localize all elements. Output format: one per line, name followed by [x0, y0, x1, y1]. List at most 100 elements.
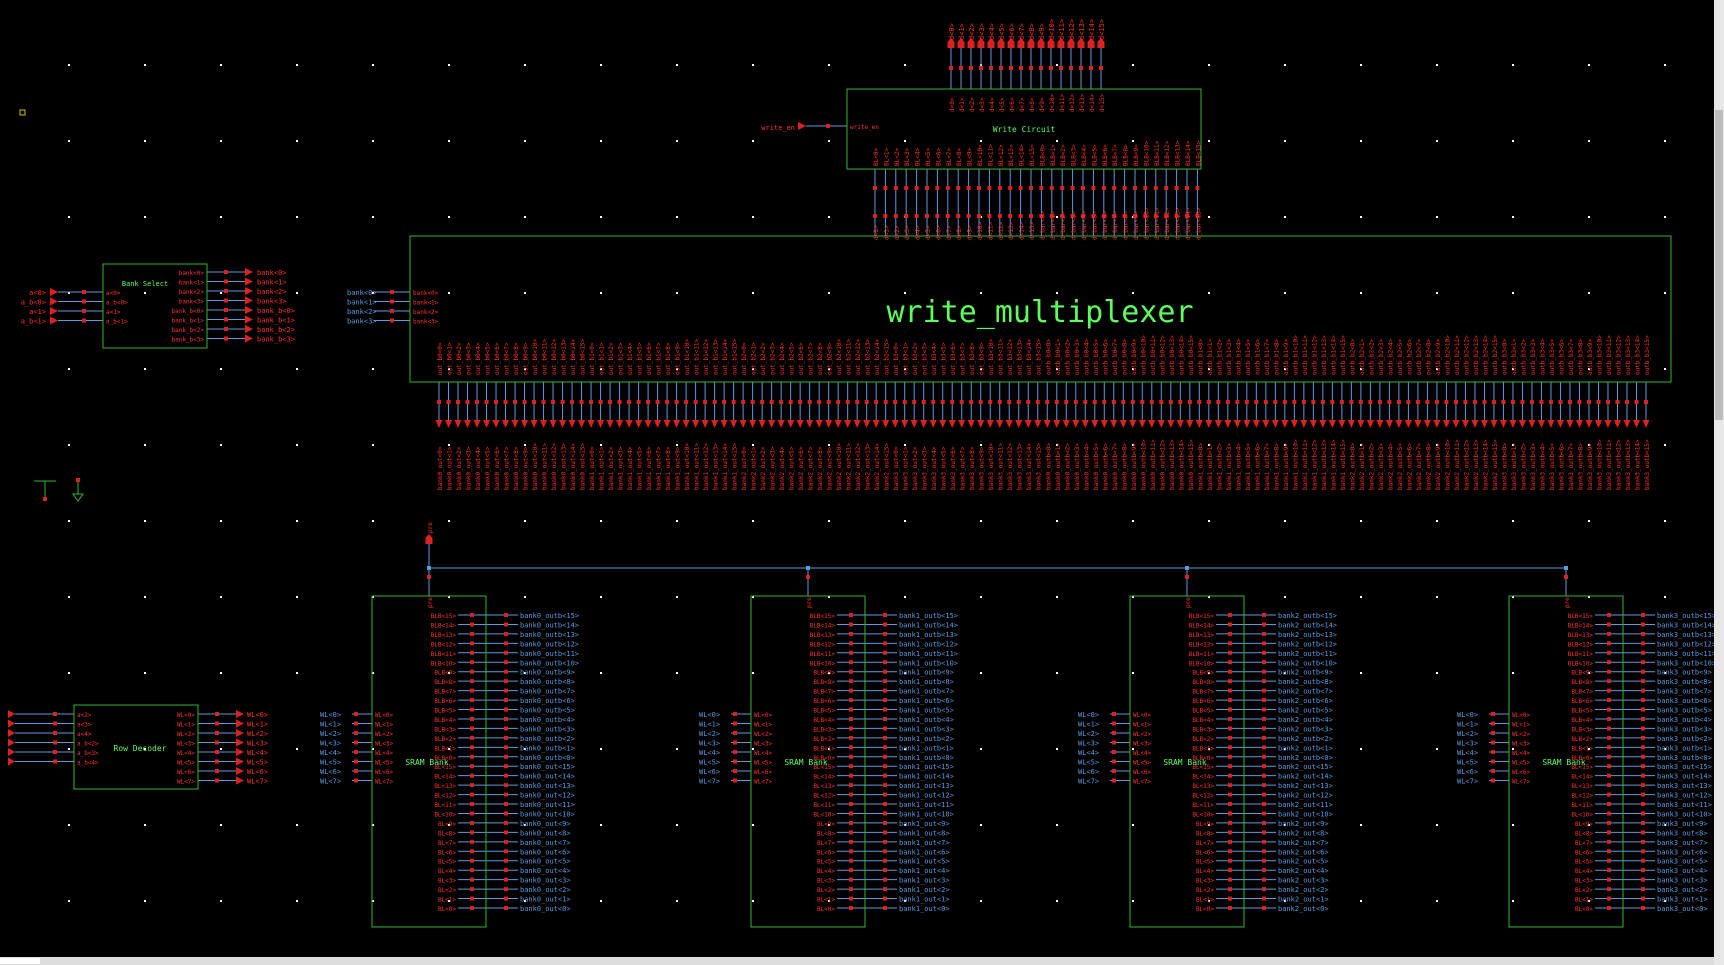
sram-bank-box[interactable] — [1129, 595, 1245, 928]
sram-bank-box[interactable] — [1508, 595, 1624, 928]
grid-dot — [1512, 596, 1514, 598]
sram-bank-wl-port-label: WL<3> — [1133, 741, 1151, 748]
sram-bank-bl-port-label: BLB<9> — [434, 670, 456, 677]
write-multiplexer-out-pin-icon — [844, 420, 852, 428]
grid-dot — [1436, 368, 1438, 370]
write-circuit-box[interactable] — [846, 88, 1202, 170]
write-multiplexer-top-port-label: d_bar<11> — [1154, 207, 1161, 240]
sram-bank-bl-junction — [1262, 688, 1266, 693]
write-multiplexer-out-junction — [1111, 400, 1116, 404]
row-decoder-in-pin-icon — [8, 719, 15, 728]
sram-bank-bl-junction — [883, 613, 887, 617]
write-multiplexer-out-junction — [921, 400, 926, 404]
sram-bank-bl-net-label: bank1_outb<3> — [899, 725, 954, 733]
write-multiplexer-out-net-label: bank1_outb<5> — [1245, 443, 1252, 490]
sram-bank-bl-net-label: bank0_outb<0> — [520, 754, 575, 762]
write-multiplexer-top-port-label: d<4> — [915, 225, 922, 240]
write-multiplexer-out-net-label: bank3_outb<8> — [1577, 443, 1584, 490]
write-multiplexer-out-junction — [579, 400, 584, 404]
grid-dot — [1132, 672, 1134, 674]
sram-bank-bl-port-label: BLB<3> — [813, 726, 835, 733]
write-multiplexer-out-net-label: bank2_out<5> — [789, 446, 796, 490]
sram-bank-bl-net-label: bank2_outb<12> — [1278, 640, 1337, 648]
sram-bank-bl-junction — [849, 622, 853, 627]
write-multiplexer-out-port-label: out_b3<15> — [1036, 338, 1043, 375]
bank-select-box[interactable] — [102, 263, 208, 349]
grid-dot — [828, 596, 830, 598]
write-multiplexer-out-junction — [465, 400, 470, 404]
write-circuit-d-junction — [999, 66, 1003, 70]
grid-dot — [1512, 824, 1514, 826]
write-multiplexer-out-net-label: bank0_out<0> — [437, 446, 444, 490]
write-multiplexer-out-junction — [446, 400, 451, 404]
vertical-scrollbar[interactable] — [1714, 0, 1724, 965]
write-circuit-d-pin-icon — [967, 38, 975, 48]
write-multiplexer-out-net-label: bank0_outb<5> — [1093, 443, 1100, 490]
write-multiplexer-out-pin-icon — [1157, 420, 1165, 428]
sram-bank-bl-junction — [1228, 792, 1232, 797]
write-multiplexer-out-junction — [494, 400, 499, 404]
grid-dot — [1436, 596, 1438, 598]
sram-bank-bl-net-label: bank1_outb<6> — [899, 697, 954, 705]
write-multiplexer-out-net-label: bank0_out<9> — [523, 446, 530, 490]
grid-dot — [524, 64, 526, 66]
write-multiplexer-out-net-label: bank0_outb<15> — [1188, 439, 1195, 490]
write-multiplexer-out-junction — [1567, 400, 1572, 404]
grid-dot — [372, 748, 374, 750]
write-multiplexer-out-pin-icon — [521, 420, 529, 428]
grid-dot — [980, 140, 982, 142]
sram-bank-bl-net-label: bank1_out<13> — [899, 782, 954, 790]
write-multiplexer-out-junction — [1092, 400, 1097, 404]
sram-bank-wl-junction — [1491, 778, 1495, 783]
write-circuit-bl-junction — [945, 186, 950, 190]
sram-bank-bl-net-label: bank2_out<14> — [1278, 773, 1333, 781]
sram-bank-bl-port-label: BLB<13> — [1568, 632, 1594, 639]
write-multiplexer-out-port-label: out_b3<4> — [931, 342, 938, 375]
write-multiplexer-out-net-label: bank2_outb<1> — [1359, 443, 1366, 490]
write-multiplexer-out-port-label: outb_b1<7> — [1264, 338, 1271, 375]
grid-dot — [1436, 444, 1438, 446]
row-decoder-box[interactable] — [73, 704, 199, 790]
write-multiplexer-out-pin-icon — [492, 420, 500, 428]
write-en-port-label: write_en — [850, 124, 879, 131]
bank-select-out-net-label: bank_b<3> — [257, 336, 295, 344]
write-multiplexer-out-junction — [1130, 400, 1135, 404]
grid-dot — [296, 748, 298, 750]
sram-bank-wl-junction — [1112, 731, 1116, 735]
sram-bank-wl-port-label: WL<5> — [1133, 760, 1151, 767]
sram-bank-bl-junction — [849, 764, 853, 769]
sram-bank-bl-port-label: BL<8> — [438, 830, 456, 837]
sram-bank-bl-junction — [1641, 650, 1645, 655]
sram-bank-bl-net-label: bank0_out<3> — [520, 877, 571, 885]
scrollbar-thumb[interactable] — [1715, 110, 1723, 420]
write-multiplexer-out-port-label: outb_b0<4> — [1083, 338, 1090, 375]
write-multiplexer-top-port-label: d<11> — [987, 222, 994, 240]
write-circuit-bl-port-label: BLB<5> — [1091, 144, 1098, 166]
write-circuit-d-junction — [979, 66, 983, 70]
sram-bank-box[interactable] — [371, 595, 487, 928]
sram-bank-bl-junction — [849, 613, 853, 617]
row-decoder-out-pin-icon — [236, 729, 244, 737]
write-multiplexer-out-port-label: out_b1<12> — [703, 338, 710, 375]
write-circuit-title: Write Circuit — [993, 125, 1056, 134]
sram-bank-bl-port-label: BLB<4> — [813, 717, 835, 724]
write-multiplexer-out-net-label: bank1_out<2> — [608, 446, 615, 490]
sram-bank-bl-port-label: BL<6> — [1196, 849, 1214, 856]
sram-bank-box[interactable] — [750, 595, 866, 928]
sram-bank-bl-port-label: BLB<9> — [1571, 670, 1593, 677]
sram-bank-wl-port-label: WL<2> — [1133, 731, 1151, 738]
sram-bank-wl-net-label: WL<1> — [699, 721, 720, 729]
grid-dot — [1208, 292, 1210, 294]
write-multiplexer-out-pin-icon — [948, 420, 956, 428]
sram-bank-bl-junction — [504, 877, 508, 882]
write-multiplexer-out-net-label: bank0_out<14> — [570, 443, 577, 490]
sram-bank-bl-port-label: BL<13> — [434, 783, 456, 790]
row-decoder-out-pin-icon — [236, 748, 244, 756]
write-circuit-bl-junction — [956, 214, 961, 218]
write-multiplexer-out-junction — [437, 400, 441, 404]
write-multiplexer-out-port-label: out_b0<15> — [580, 338, 587, 375]
write-multiplexer-box[interactable] — [409, 235, 1672, 383]
write-multiplexer-out-pin-icon — [1005, 420, 1013, 428]
grid-dot — [1284, 596, 1286, 598]
